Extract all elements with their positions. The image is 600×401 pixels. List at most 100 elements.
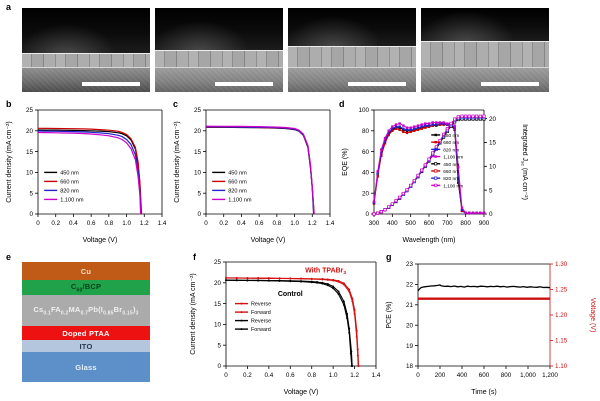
sem-image [155,8,283,92]
device-layer: ITO [22,340,150,352]
svg-text:1.20: 1.20 [555,312,568,319]
svg-text:23: 23 [406,261,414,268]
svg-text:0.8: 0.8 [272,220,281,227]
svg-text:22: 22 [406,282,414,289]
svg-text:5: 5 [489,187,493,194]
svg-text:900: 900 [479,220,490,227]
plot-area: 0 0.2 0.4 0.6 0.8 1.0 1.2 1.4 0 5 10 15 20 25 Voltage … [6,107,167,244]
panel-label-d: d [339,99,345,109]
device-layer-label: ITO [79,341,93,351]
svg-text:0.6: 0.6 [87,220,96,227]
plot-area: 0 0.2 0.4 0.6 0.8 1.0 1.2 1.4 0 5 10 15 20 25 Voltage … [174,107,335,244]
svg-text:20: 20 [406,322,414,329]
svg-text:600: 600 [479,372,490,379]
panel-label-a: a [6,2,12,12]
legend-label: 1,100 nm [228,197,252,203]
svg-text:1.0: 1.0 [329,372,338,379]
svg-text:500: 500 [405,220,416,227]
legend-label: Reverse [251,319,271,325]
svg-text:10: 10 [194,170,202,177]
y-axis-label: PCE (%) [386,301,393,328]
chart-jv-treated-thicknesses: 0 0.2 0.4 0.6 0.8 1.0 1.2 1.4 0 5 10 15 20 25 Voltage … [174,107,335,244]
sem-background [288,8,416,46]
y2-axis-label: Integrated Jsc (mA cm⁻²) [520,124,528,200]
svg-text:0: 0 [197,211,201,218]
svg-text:400: 400 [387,220,398,227]
svg-text:800: 800 [501,372,512,379]
svg-text:0: 0 [204,220,208,227]
legend-label: 660 nm [443,169,459,175]
svg-text:5: 5 [197,190,201,197]
svg-text:0.2: 0.2 [219,220,228,227]
device-layer: Cs0.1FA0.2MA0.7Pb(I0.85Br0.15)3 [22,295,150,326]
perovskite-film-cross-section [155,50,283,68]
scale-bar [348,82,406,86]
device-layer: Glass [22,352,150,382]
y-axis-label: EQE (%) [342,148,349,176]
svg-text:15: 15 [194,149,202,156]
legend-label: 660 nm [443,140,459,146]
legend-label: 450 nm [443,133,459,139]
svg-text:18: 18 [406,363,414,370]
svg-text:1.2: 1.2 [308,220,317,227]
legend-label: 450 nm [60,170,79,176]
svg-text:300: 300 [369,220,380,227]
svg-text:10: 10 [26,170,34,177]
annotation: Control [278,291,303,298]
legend: 450 nm 660 nm 820 nm 1,100 nm [44,170,84,203]
series-1,100 nm [205,125,315,215]
sem-image-row [22,8,549,92]
svg-text:1.4: 1.4 [372,372,381,379]
panel-label-b: b [6,99,12,109]
chart-eqe-integrated-jsc: 300 400 500 600 700 800 900 0 20 40 60 80 100 0 5 10 15 2… [342,107,528,244]
scale-bar [215,82,273,86]
svg-text:0: 0 [365,211,369,218]
svg-text:800: 800 [460,220,471,227]
perovskite-film-cross-section [288,46,416,68]
perovskite-film-cross-section [421,41,549,68]
sem-substrate [288,68,416,92]
plot-area: 0 0.2 0.4 0.6 0.8 1.0 1.2 1.4 0 5 10 15 20 25 Voltage … [190,259,381,396]
chart-jv-control-thicknesses: 0 0.2 0.4 0.6 0.8 1.0 1.2 1.4 0 5 10 15 20 25 Voltage … [6,107,167,244]
svg-text:1.30: 1.30 [555,261,568,268]
device-layer: Doped PTAA [22,326,150,340]
y-axis-label: Current density (mA cm⁻²) [174,121,181,203]
legend-label: 820 nm [443,147,459,153]
svg-text:20: 20 [26,128,34,135]
svg-text:0.8: 0.8 [307,372,316,379]
panel-label-c: c [173,99,179,109]
svg-text:15: 15 [489,140,497,147]
legend-label: 450 nm [443,162,459,168]
svg-text:1.4: 1.4 [326,220,335,227]
annotation: With TPABr3 [305,267,346,275]
svg-text:1.0: 1.0 [290,220,299,227]
svg-text:5: 5 [29,190,33,197]
x-axis-label: Voltage (V) [284,389,319,396]
legend-label: 1,100 nm [60,197,84,203]
svg-text:0: 0 [36,220,40,227]
device-layer-label: C60/BCP [70,281,102,294]
sem-background [22,8,150,53]
x-axis-label: Time (s) [471,389,496,396]
legend-label: Reverse [251,302,271,308]
plot-area: 0 200 400 600 800 1,000 1,200 18 19 20 21 22 23 1.10 1… [386,261,596,396]
series-EQE 820 nm [373,123,484,214]
legend-label: 820 nm [228,188,247,194]
sem-image [421,8,549,92]
legend-label: 820 nm [60,188,79,194]
x-axis-label: Wavelength (nm) [402,237,455,244]
device-layer-label: Cu [80,266,92,276]
series-EQE 450 nm [373,124,484,214]
svg-text:100: 100 [358,107,369,114]
y-axis-label: Current density (mA cm⁻²) [190,273,197,355]
panel-label-e: e [6,252,12,262]
svg-text:1,000: 1,000 [520,372,536,379]
svg-text:0: 0 [217,363,221,370]
sem-background [155,8,283,50]
sem-background [421,8,549,41]
svg-text:0.4: 0.4 [69,220,78,227]
legend-label: 1,100 nm [443,183,463,189]
svg-text:20: 20 [194,128,202,135]
series-450 nm [206,126,315,215]
device-layer-label: Cs0.1FA0.2MA0.7Pb(I0.85Br0.15)3 [33,304,139,317]
